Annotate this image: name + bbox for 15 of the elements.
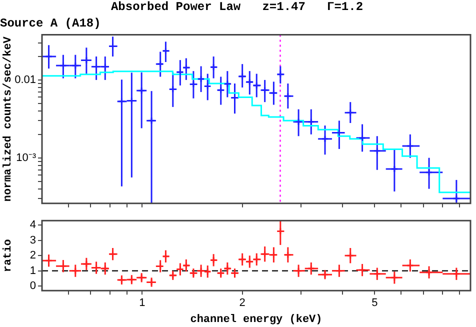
y-tick-label: 1 [30,264,36,277]
chart-title: Absorbed Power Law z=1.47 Γ=1.2 [110,0,364,14]
y-tick-label: 3 [30,234,36,246]
x-tick-label: 2 [239,297,246,310]
x-axis-title: channel energy (keV) [190,314,322,326]
y-tick-label: 10⁻³ [16,152,36,164]
y-axis-title: ratio [2,238,14,272]
y-tick-label: 0.01 [14,74,36,86]
y-tick-label: 4 [30,219,36,232]
chart-subtitle: Source A (A18) [0,16,101,31]
x-tick-label: 1 [139,297,146,310]
y-axis-title: normalized counts/sec/keV [2,36,14,202]
x-tick-label: 5 [372,297,378,310]
y-tick-label: 0 [30,280,36,292]
y-tick-label: 2 [30,250,36,262]
